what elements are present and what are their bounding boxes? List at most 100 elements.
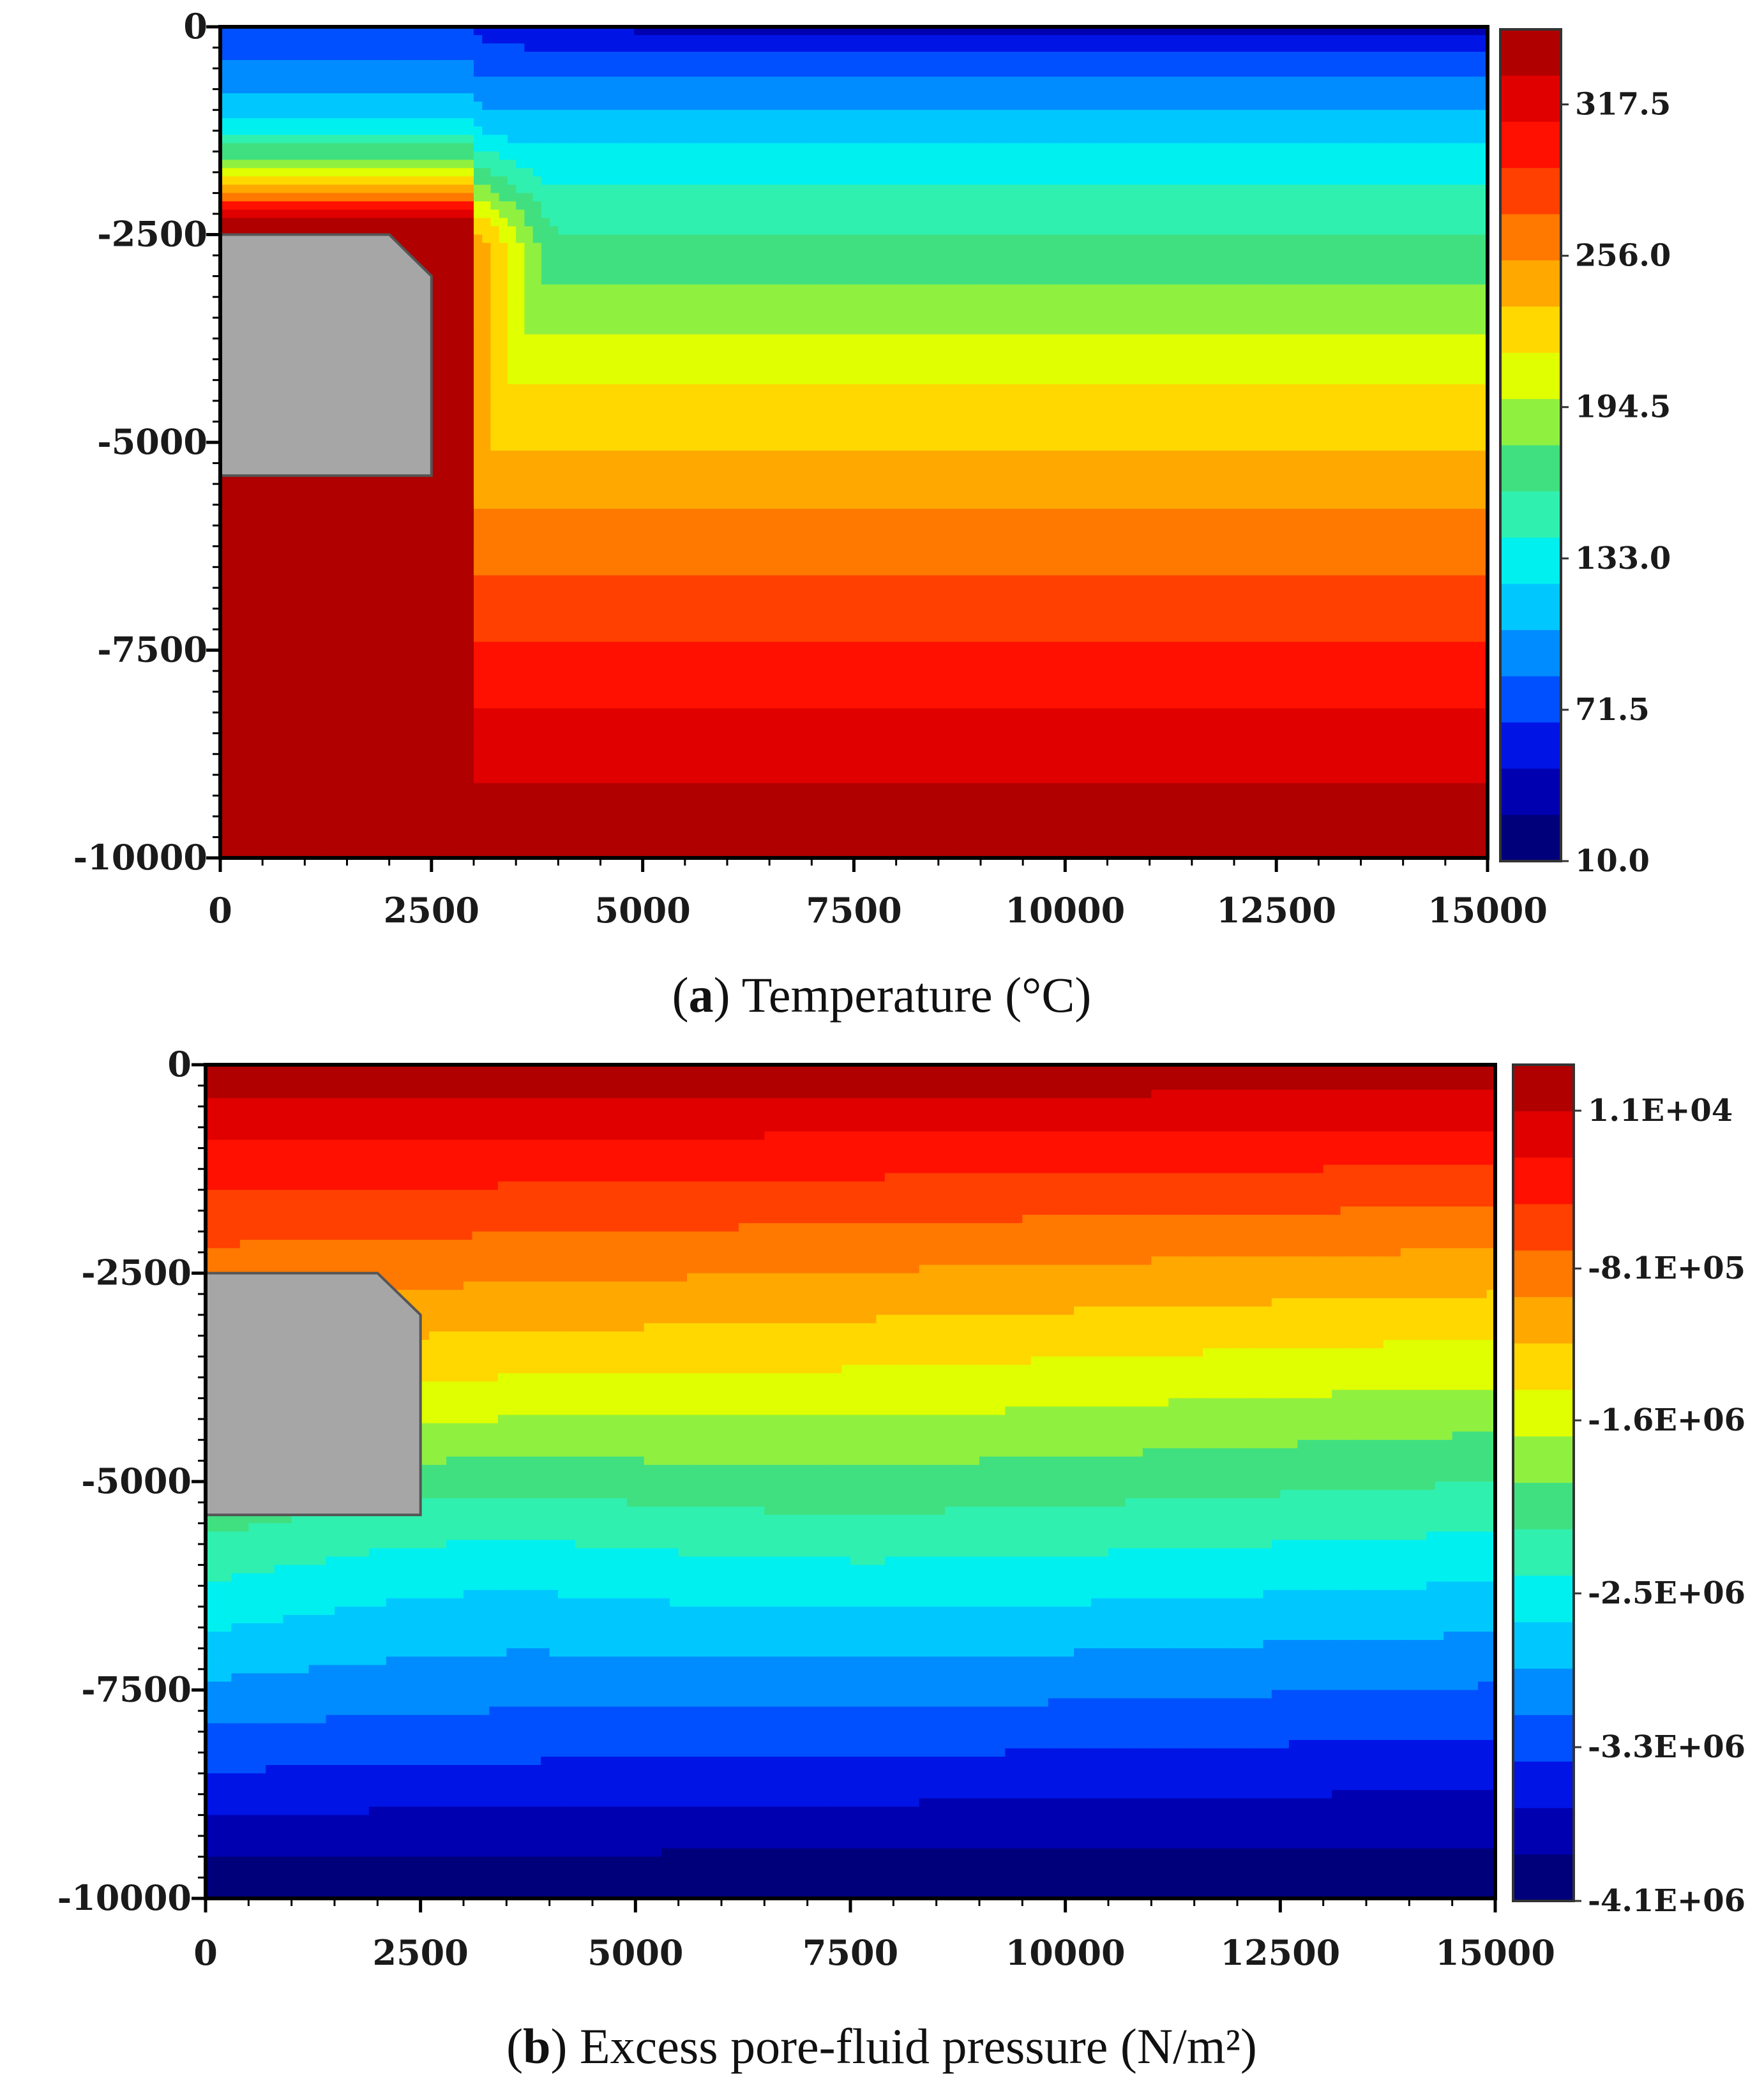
contour-cell [693, 251, 703, 260]
contour-cell [566, 160, 576, 169]
contour-cell [237, 184, 246, 194]
contour-cell [1335, 27, 1345, 36]
contour-cell [592, 226, 601, 236]
contour-cell [651, 126, 661, 136]
contour-cell [1090, 68, 1100, 78]
contour-cell [1361, 209, 1370, 219]
contour-cell [811, 226, 821, 236]
contour-cell [1310, 267, 1320, 277]
contour-cell [1285, 77, 1294, 86]
contour-cell [372, 193, 382, 202]
contour-cell [1327, 27, 1336, 36]
contour-cell [1428, 292, 1438, 302]
contour-cell [718, 110, 728, 119]
contour-cell [626, 193, 635, 202]
contour-cell [1209, 60, 1218, 69]
contour-cell [626, 209, 635, 219]
contour-cell [896, 209, 905, 219]
contour-cell [981, 60, 990, 69]
contour-cell [760, 151, 771, 161]
contour-cell [820, 135, 829, 144]
contour-cell [608, 259, 618, 269]
contour-cell [423, 52, 432, 61]
contour-cell [710, 93, 720, 103]
contour-cell [1436, 209, 1446, 219]
contour-cell [1057, 193, 1066, 202]
contour-cell [1133, 68, 1142, 78]
contour-cell [981, 126, 990, 136]
contour-cell [1209, 135, 1218, 144]
contour-cell [921, 160, 931, 169]
contour-cell [617, 93, 627, 103]
contour-cell [1183, 60, 1193, 69]
contour-cell [575, 151, 584, 161]
contour-cell [955, 110, 965, 119]
contour-cell [524, 259, 534, 269]
contour-cell [372, 151, 382, 161]
contour-cell [947, 176, 956, 186]
contour-cell [347, 151, 356, 161]
contour-cell [710, 284, 720, 294]
contour-cell [406, 184, 416, 194]
contour-cell [778, 243, 787, 252]
contour-cell [397, 176, 407, 186]
contour-cell [1327, 35, 1336, 44]
contour-cell [1200, 27, 1210, 36]
contour-cell [1141, 101, 1150, 111]
contour-cell [634, 93, 644, 103]
contour-cell [1107, 284, 1117, 294]
contour-cell [989, 52, 999, 61]
contour-cell [1462, 226, 1472, 236]
contour-cell [735, 151, 745, 161]
contour-cell [837, 35, 847, 44]
contour-cell [524, 267, 534, 277]
contour-cell [592, 209, 601, 219]
contour-cell [811, 184, 821, 194]
contour-cell [1099, 52, 1108, 61]
contour-cell [262, 226, 272, 236]
contour-cell [811, 292, 821, 302]
contour-cell [363, 101, 373, 111]
contour-cell [1377, 292, 1387, 302]
contour-cell [1267, 276, 1278, 285]
contour-cell [938, 284, 947, 294]
contour-cell [1175, 218, 1184, 227]
contour-cell [913, 60, 923, 69]
contour-cell [820, 126, 829, 136]
contour-cell [744, 292, 753, 302]
contour-cell [490, 193, 500, 202]
contour-cell [879, 292, 889, 302]
contour-cell [363, 52, 373, 61]
contour-cell [1209, 201, 1218, 211]
contour-cell [963, 267, 973, 277]
contour-cell [524, 151, 534, 161]
contour-cell [558, 151, 568, 161]
contour-cell [845, 201, 855, 211]
contour-cell [930, 292, 939, 302]
contour-cell [794, 93, 804, 103]
contour-cell [727, 143, 737, 153]
contour-cell [1310, 209, 1320, 219]
contour-cell [305, 160, 314, 169]
contour-cell [870, 193, 880, 202]
contour-cell [592, 168, 601, 177]
contour-cell [414, 251, 424, 260]
contour-cell [305, 85, 314, 94]
contour-cell [499, 184, 508, 194]
contour-cell [735, 118, 745, 128]
contour-cell [1462, 143, 1472, 153]
contour-cell [1073, 43, 1083, 52]
contour-cell [1403, 243, 1412, 252]
contour-cell [1191, 209, 1201, 219]
contour-cell [642, 218, 652, 227]
contour-cell [1310, 77, 1320, 86]
contour-cell [600, 218, 610, 227]
contour-cell [406, 201, 416, 211]
contour-cell [1183, 85, 1193, 94]
contour-cell [296, 151, 306, 161]
contour-cell [702, 43, 711, 52]
contour-cell [499, 77, 508, 86]
contour-cell [381, 209, 390, 219]
contour-cell [693, 226, 703, 236]
contour-cell [1344, 160, 1353, 169]
